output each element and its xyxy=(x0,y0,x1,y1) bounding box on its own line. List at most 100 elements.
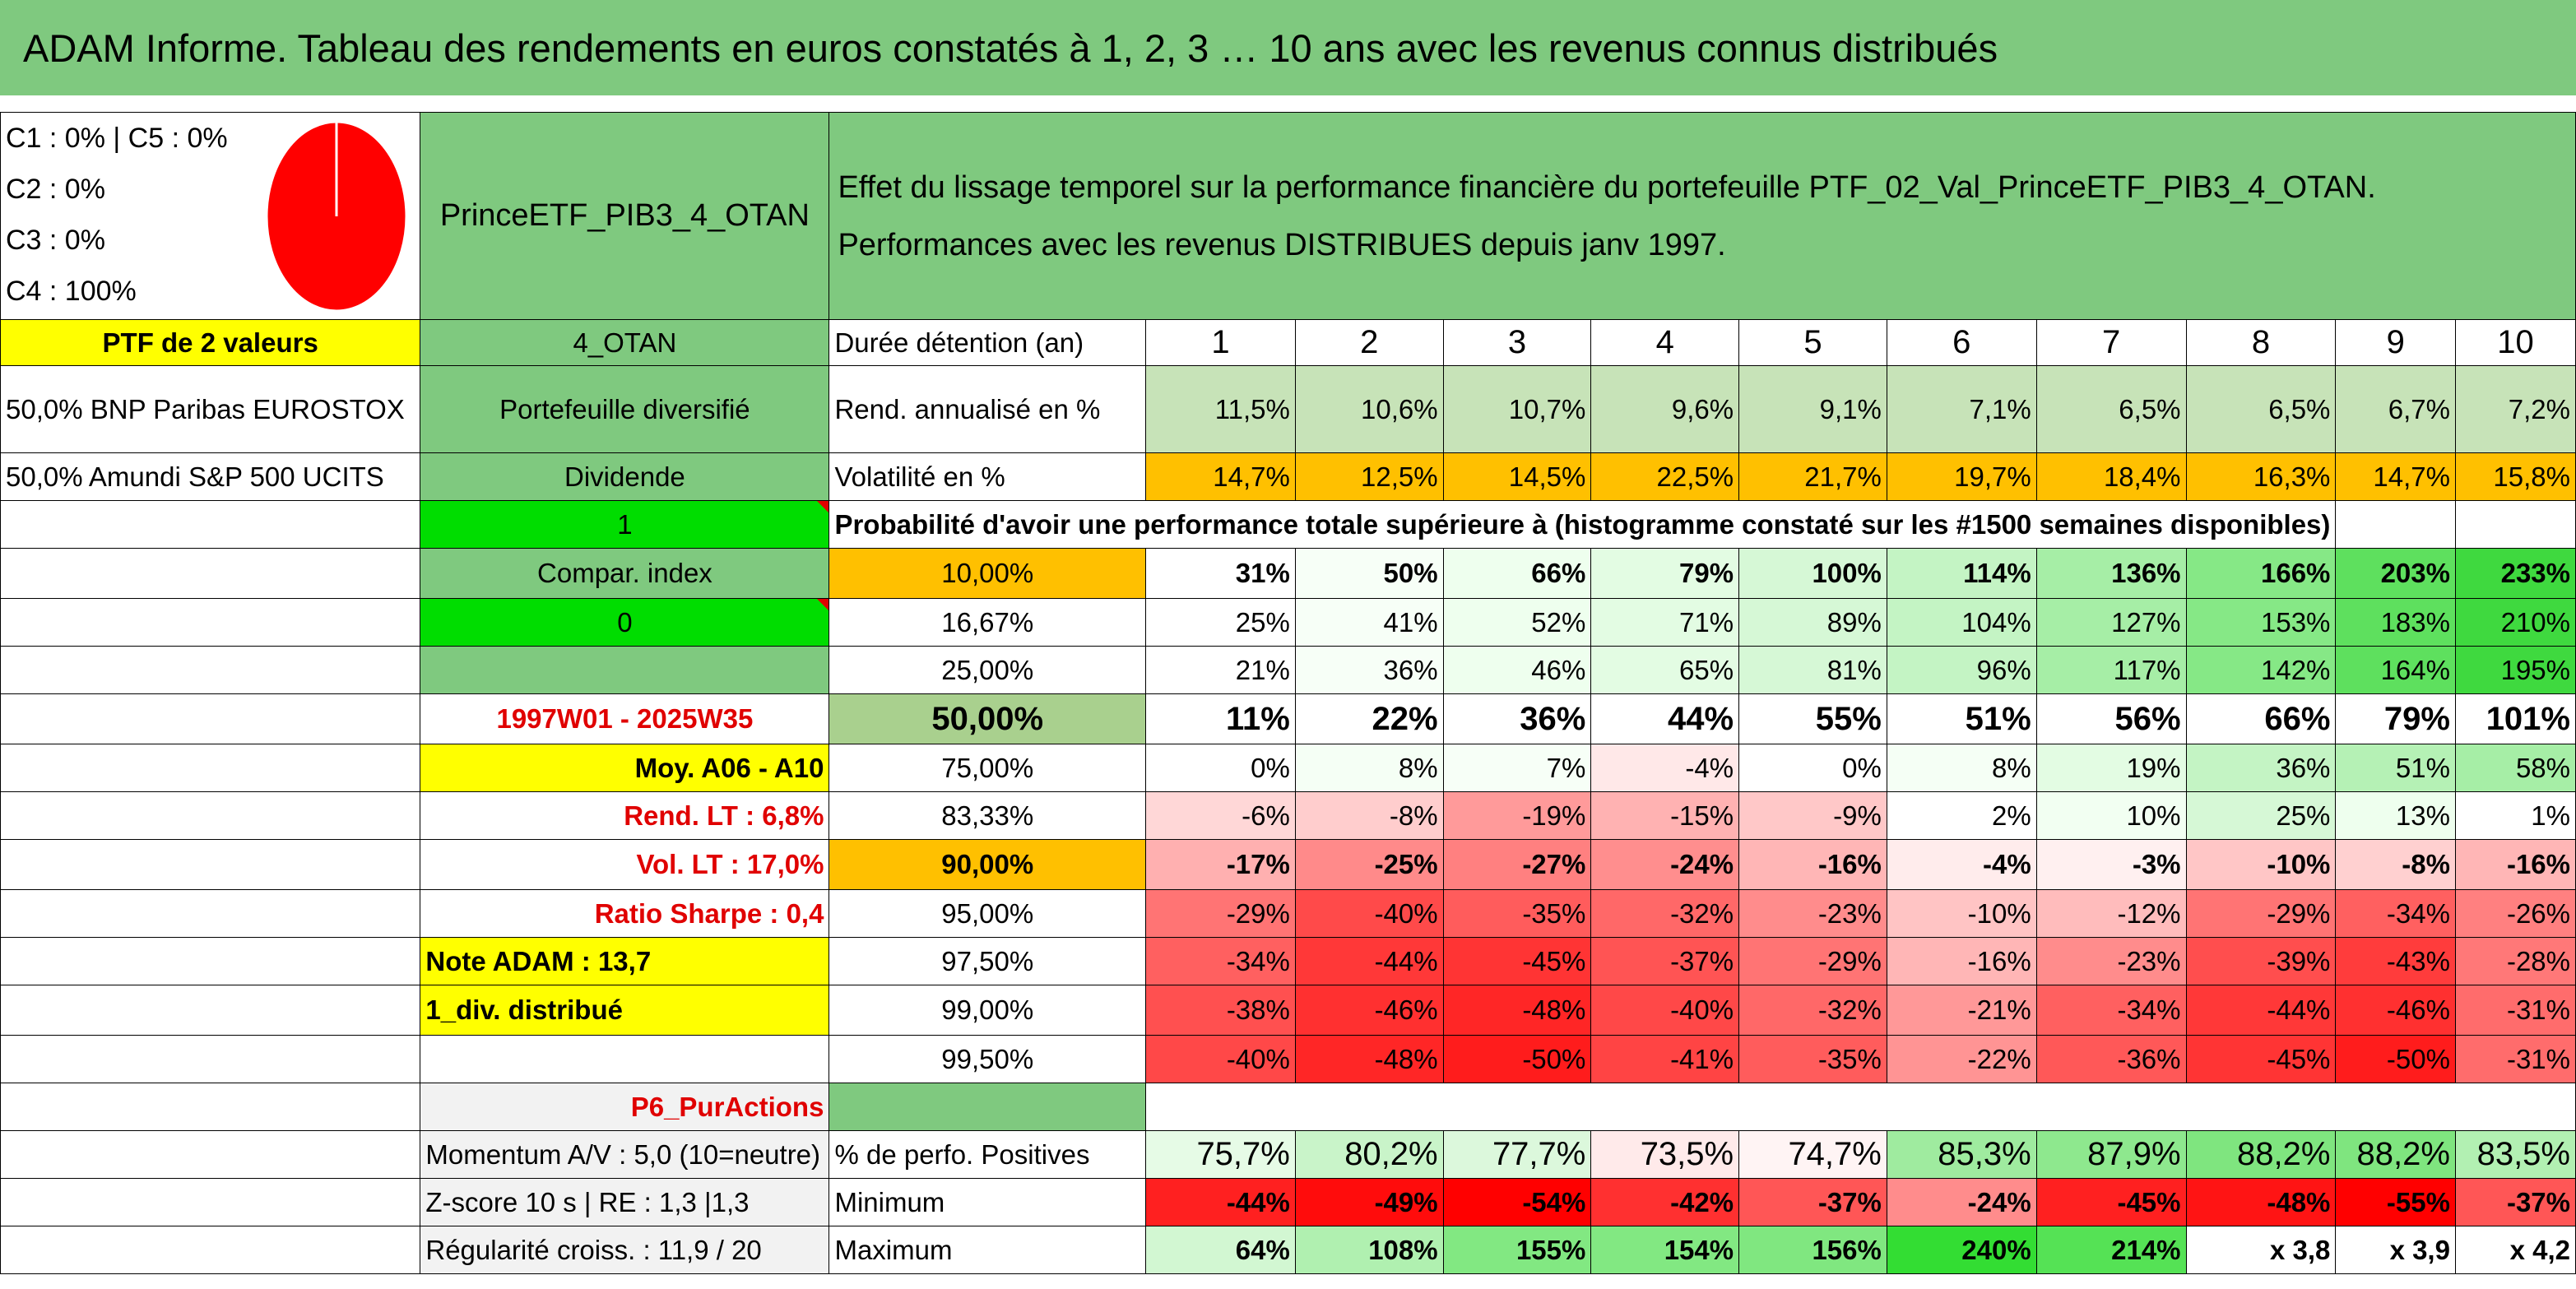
value-cell: 22,5% xyxy=(1590,452,1740,501)
value-cell: 77,7% xyxy=(1442,1130,1592,1179)
report-table: C1 : 0% | C5 : 0% C2 : 0% C3 : 0% C4 : 1… xyxy=(0,112,2576,1274)
value-cell: x 3,9 xyxy=(2335,1226,2456,1274)
value-cell: 4 xyxy=(1590,319,1740,366)
page-title: ADAM Informe. Tableau des rendements en … xyxy=(23,26,1998,70)
value-cell: -32% xyxy=(1738,985,1887,1036)
value-cell: 81% xyxy=(1738,646,1887,694)
value-cell: -38% xyxy=(1145,985,1296,1036)
value-cell: 83,5% xyxy=(2454,1130,2576,1179)
value-cell: 117% xyxy=(2035,646,2187,694)
value-cell: -4% xyxy=(1590,744,1740,792)
value-cell: 6 xyxy=(1886,319,2037,366)
value-cell: -44% xyxy=(1294,937,1444,985)
value-cell: -45% xyxy=(2035,1178,2187,1226)
value-cell: 36% xyxy=(1294,646,1444,694)
maximum-label: Maximum xyxy=(828,1226,1147,1274)
empty-cell xyxy=(1145,1083,2576,1131)
annual-label: Rend. annualisé en % xyxy=(828,365,1147,453)
value-cell: 79% xyxy=(1590,548,1740,599)
value-cell: 9,6% xyxy=(1590,365,1740,453)
value-cell: -29% xyxy=(1738,937,1887,985)
value-cell: -45% xyxy=(1442,937,1592,985)
probability-row: 0 16,67% 25% 41% 52% 71% 89% 104% 127% 153% 183% 21… xyxy=(0,598,2576,647)
value-cell: -43% xyxy=(2335,937,2456,985)
portfolio-name-cell: PrinceETF_PIB3_4_OTAN xyxy=(420,112,830,320)
value-cell: 75,7% xyxy=(1145,1130,1296,1179)
short-name: 4_OTAN xyxy=(420,319,830,366)
value-cell: 25% xyxy=(1145,598,1296,647)
probability-row: Compar. index 10,00% 31% 50% 66% 79% 100% 114% 1… xyxy=(0,548,2576,599)
value-cell: 154% xyxy=(1590,1226,1740,1274)
value-cell: -39% xyxy=(2185,937,2337,985)
value-cell: 19% xyxy=(2035,744,2187,792)
value-cell: 7,1% xyxy=(1886,365,2037,453)
value-cell: 87,9% xyxy=(2035,1130,2187,1179)
value-cell: -22% xyxy=(1886,1035,2037,1083)
value-cell: 58% xyxy=(2454,744,2576,792)
value-cell: 101% xyxy=(2454,693,2576,744)
probability-threshold: 83,33% xyxy=(828,791,1147,840)
duration-row: PTF de 2 valeurs 4_OTAN Durée détention (a… xyxy=(0,319,2576,366)
value-cell: -46% xyxy=(2335,985,2456,1036)
portfolio-type: Portefeuille diversifié xyxy=(420,365,830,453)
value-cell: 6,5% xyxy=(2035,365,2187,453)
category-line: C2 : 0% xyxy=(6,174,105,205)
value-cell: 25% xyxy=(2185,791,2337,840)
minimum-label: Minimum xyxy=(828,1178,1147,1226)
empty-cell xyxy=(0,839,421,890)
probability-threshold: 95,00% xyxy=(828,889,1147,938)
value-cell: -27% xyxy=(1442,839,1592,890)
probability-threshold: 25,00% xyxy=(828,646,1147,694)
empty-cell xyxy=(0,598,421,647)
value-cell: 183% xyxy=(2335,598,2456,647)
value-cell: 10% xyxy=(2035,791,2187,840)
value-cell: -44% xyxy=(1145,1178,1296,1226)
value-cell: 51% xyxy=(2335,744,2456,792)
description-text: Effet du lissage temporel sur la perform… xyxy=(838,169,2376,262)
value-cell: -16% xyxy=(1738,839,1887,890)
annual-return-row: 50,0% BNP Paribas EUROSTOX Portefeuille d… xyxy=(0,365,2576,453)
value-cell: 6,5% xyxy=(2185,365,2337,453)
empty-cell xyxy=(0,646,421,694)
value-cell: 7,2% xyxy=(2454,365,2576,453)
value-cell: 65% xyxy=(1590,646,1740,694)
value-cell: -31% xyxy=(2454,1035,2576,1083)
value-cell: 203% xyxy=(2335,548,2456,599)
value-cell: 80,2% xyxy=(1294,1130,1444,1179)
value-cell: -54% xyxy=(1442,1178,1592,1226)
info-row: 1_div. distribué xyxy=(420,985,830,1036)
value-cell: -19% xyxy=(1442,791,1592,840)
header-row: C1 : 0% | C5 : 0% C2 : 0% C3 : 0% C4 : 1… xyxy=(0,112,2576,320)
empty-cell xyxy=(0,937,421,985)
value-cell: -29% xyxy=(1145,889,1296,938)
probability-row: 25,00% 21% 36% 46% 65% 81% 96% 117% 142% 164% 195% xyxy=(0,646,2576,694)
value-cell: 2 xyxy=(1294,319,1444,366)
value-cell: -44% xyxy=(2185,985,2337,1036)
value-cell: 155% xyxy=(1442,1226,1592,1274)
probability-threshold: 75,00% xyxy=(828,744,1147,792)
value-cell: 21,7% xyxy=(1738,452,1887,501)
momentum-label: Momentum A/V : 5,0 (10=neutre) xyxy=(420,1130,830,1179)
regularity-label: Régularité croiss. : 11,9 / 20 xyxy=(420,1226,830,1274)
value-cell: -34% xyxy=(2035,985,2187,1036)
value-cell: 44% xyxy=(1590,693,1740,744)
value-cell: 104% xyxy=(1886,598,2037,647)
value-cell: -17% xyxy=(1145,839,1296,890)
value-cell: 71% xyxy=(1590,598,1740,647)
category-line: C1 : 0% | C5 : 0% xyxy=(6,123,228,154)
value-cell: -24% xyxy=(1886,1178,2037,1226)
info-row: Rend. LT : 6,8% xyxy=(420,791,830,840)
compar-index: Compar. index xyxy=(420,548,830,599)
value-cell: 46% xyxy=(1442,646,1592,694)
value-cell: -10% xyxy=(2185,839,2337,890)
value-cell: 2% xyxy=(1886,791,2037,840)
value-cell: 36% xyxy=(2185,744,2337,792)
tag-label: P6_PurActions xyxy=(420,1083,830,1131)
value-cell: 166% xyxy=(2185,548,2337,599)
value-cell: 85,3% xyxy=(1886,1130,2037,1179)
value-cell: 19,7% xyxy=(1886,452,2037,501)
value-cell: -48% xyxy=(2185,1178,2337,1226)
 xyxy=(420,1035,830,1083)
description-cell: Effet du lissage temporel sur la perform… xyxy=(828,112,2576,320)
empty-cell xyxy=(0,744,421,792)
